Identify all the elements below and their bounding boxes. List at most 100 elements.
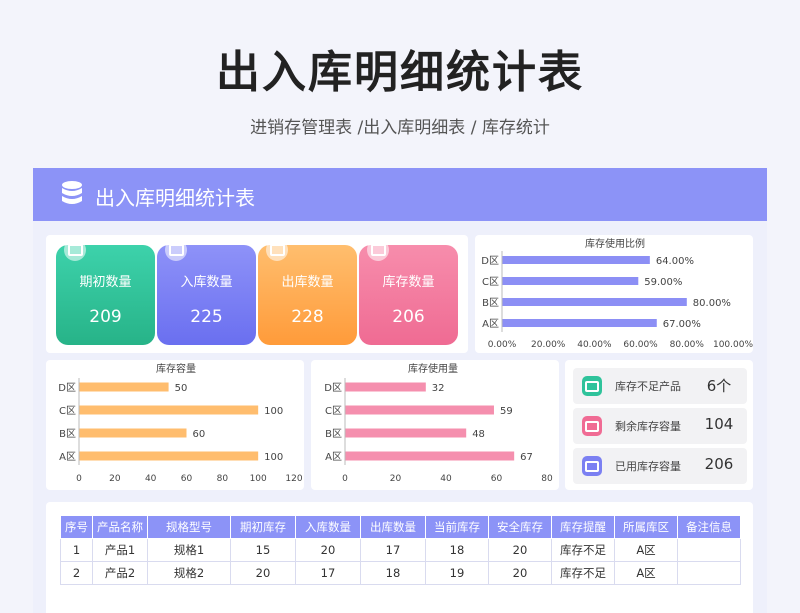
table-cell: A区 — [614, 561, 678, 585]
table-cell: 17 — [295, 561, 361, 585]
tick-label: 20 — [390, 474, 402, 484]
table-cell: 15 — [230, 538, 296, 562]
stat-label: 入库数量 — [180, 275, 233, 290]
tick-label: 60.00% — [623, 340, 658, 350]
value-label: 100 — [264, 452, 283, 463]
category-label: D区 — [58, 382, 76, 394]
dashboard-banner: 出入库明细统计表 — [33, 168, 767, 221]
category-label: C区 — [325, 405, 342, 417]
tick-label: 80.00% — [670, 340, 705, 350]
summary-row: 剩余库存容量 104 — [573, 408, 747, 444]
tick-label: 0 — [342, 474, 348, 484]
stat-card-opening: 期初数量 209 — [56, 239, 155, 345]
table-cell: 20 — [295, 538, 361, 562]
table-cell: 规格2 — [147, 561, 231, 585]
bar — [345, 382, 426, 392]
inventory-table: 序号 产品名称 规格型号 期初库存 入库数量 出库数量 当前库存 安全库存 库存提醒 所属库区 备注… — [60, 515, 741, 585]
category-label: C区 — [482, 276, 499, 288]
category-label: A区 — [325, 451, 342, 463]
table-cell: 20 — [488, 561, 552, 585]
tick-label: 0.00% — [488, 340, 517, 350]
column-header[interactable]: 库存提醒 — [551, 515, 615, 539]
stat-value: 228 — [291, 307, 324, 327]
usage-ratio-chart-card: 库存使用比例 D区 64.00% C区 59.00% B区 80.00% A区 67.00% 0.… — [475, 235, 753, 353]
stat-label: 出库数量 — [281, 275, 334, 290]
stats-card: 期初数量 209 入库数量 225 出库数量 228 库存数量 206 — [46, 235, 468, 353]
value-label: 64.00% — [656, 256, 694, 267]
category-label: C区 — [59, 405, 76, 417]
table-cell: 库存不足 — [551, 538, 615, 562]
tick-label: 40 — [440, 474, 452, 484]
dashboard-panel: 出入库明细统计表 期初数量 209 入库数量 225 出库数量 228 库存数量 206 库存… — [33, 168, 767, 613]
column-header[interactable]: 产品名称 — [92, 515, 148, 539]
bar — [79, 405, 259, 415]
box-icon — [367, 239, 389, 261]
box-icon — [64, 239, 86, 261]
low-stock-icon — [582, 376, 602, 396]
usage-ratio-chart: 库存使用比例 D区 64.00% C区 59.00% B区 80.00% A区 67.00% 0.… — [481, 237, 753, 350]
value-label: 32 — [432, 383, 445, 394]
tick-label: 60 — [181, 474, 193, 484]
summary-value: 206 — [704, 455, 734, 473]
capacity-chart: 库存容量 D区 50 C区 100 B区 60 A区 100 0 20 40 60 80 100 120 — [58, 362, 303, 484]
tick-label: 80 — [217, 474, 229, 484]
value-label: 60 — [193, 429, 206, 440]
value-label: 48 — [472, 429, 485, 440]
column-header[interactable]: 序号 — [60, 515, 93, 539]
column-header[interactable]: 期初库存 — [230, 515, 296, 539]
bar — [345, 451, 515, 461]
column-header[interactable]: 出库数量 — [360, 515, 426, 539]
table-cell: 17 — [360, 538, 426, 562]
summary-row: 已用库存容量 206 — [573, 448, 747, 484]
used-capacity-icon — [582, 456, 602, 476]
summary-value: 104 — [704, 415, 734, 433]
stat-label: 库存数量 — [382, 275, 435, 290]
column-header[interactable]: 规格型号 — [147, 515, 231, 539]
value-label: 67.00% — [663, 319, 701, 330]
column-header[interactable]: 所属库区 — [614, 515, 678, 539]
chart-title: 库存使用量 — [408, 362, 458, 375]
column-header[interactable]: 安全库存 — [488, 515, 552, 539]
database-icon — [62, 181, 82, 204]
table-cell: A区 — [614, 538, 678, 562]
summary-row: 库存不足产品 6个 — [573, 368, 747, 404]
table-cell: 2 — [60, 561, 93, 585]
summary-value: 6个 — [706, 377, 732, 395]
table-cell: 1 — [60, 538, 93, 562]
bar — [79, 451, 259, 461]
bar — [345, 405, 494, 415]
table-cell: 产品1 — [92, 538, 148, 562]
tick-label: 80 — [541, 474, 553, 484]
value-label: 80.00% — [693, 298, 731, 309]
page-subtitle: 进销存管理表 /出入库明细表 / 库存统计 — [250, 118, 550, 138]
category-label: D区 — [481, 255, 499, 267]
table-row[interactable]: 1 产品1 规格1 15 20 17 18 20 库存不足 A区 — [60, 538, 741, 562]
bar — [79, 382, 169, 392]
table-cell: 产品2 — [92, 561, 148, 585]
usage-amount-chart: 库存使用量 D区 32 C区 59 B区 48 A区 67 0 20 40 60 80 — [324, 362, 553, 484]
tick-label: 40.00% — [577, 340, 612, 350]
column-header[interactable]: 入库数量 — [295, 515, 361, 539]
bar — [79, 428, 187, 438]
tick-label: 0 — [76, 474, 82, 484]
bar — [345, 428, 467, 438]
usage-amount-chart-card: 库存使用量 D区 32 C区 59 B区 48 A区 67 0 20 40 60 80 — [311, 360, 559, 490]
column-header[interactable]: 备注信息 — [677, 515, 741, 539]
tick-label: 60 — [491, 474, 503, 484]
summary-label: 已用库存容量 — [615, 460, 681, 473]
stat-value: 209 — [89, 307, 122, 327]
category-label: A区 — [482, 318, 499, 330]
table-cell — [677, 538, 741, 562]
value-label: 100 — [264, 406, 283, 417]
bar — [502, 256, 650, 264]
banner-title: 出入库明细统计表 — [95, 186, 255, 210]
column-header[interactable]: 当前库存 — [425, 515, 489, 539]
category-label: B区 — [59, 428, 76, 440]
table-row[interactable]: 2 产品2 规格2 20 17 18 19 20 库存不足 A区 — [60, 561, 741, 585]
category-label: A区 — [59, 451, 76, 463]
category-label: B区 — [325, 428, 342, 440]
table-cell: 18 — [425, 538, 489, 562]
stat-card-outbound: 出库数量 228 — [258, 239, 357, 345]
value-label: 59.00% — [644, 277, 682, 288]
stat-card-inbound: 入库数量 225 — [157, 239, 256, 345]
